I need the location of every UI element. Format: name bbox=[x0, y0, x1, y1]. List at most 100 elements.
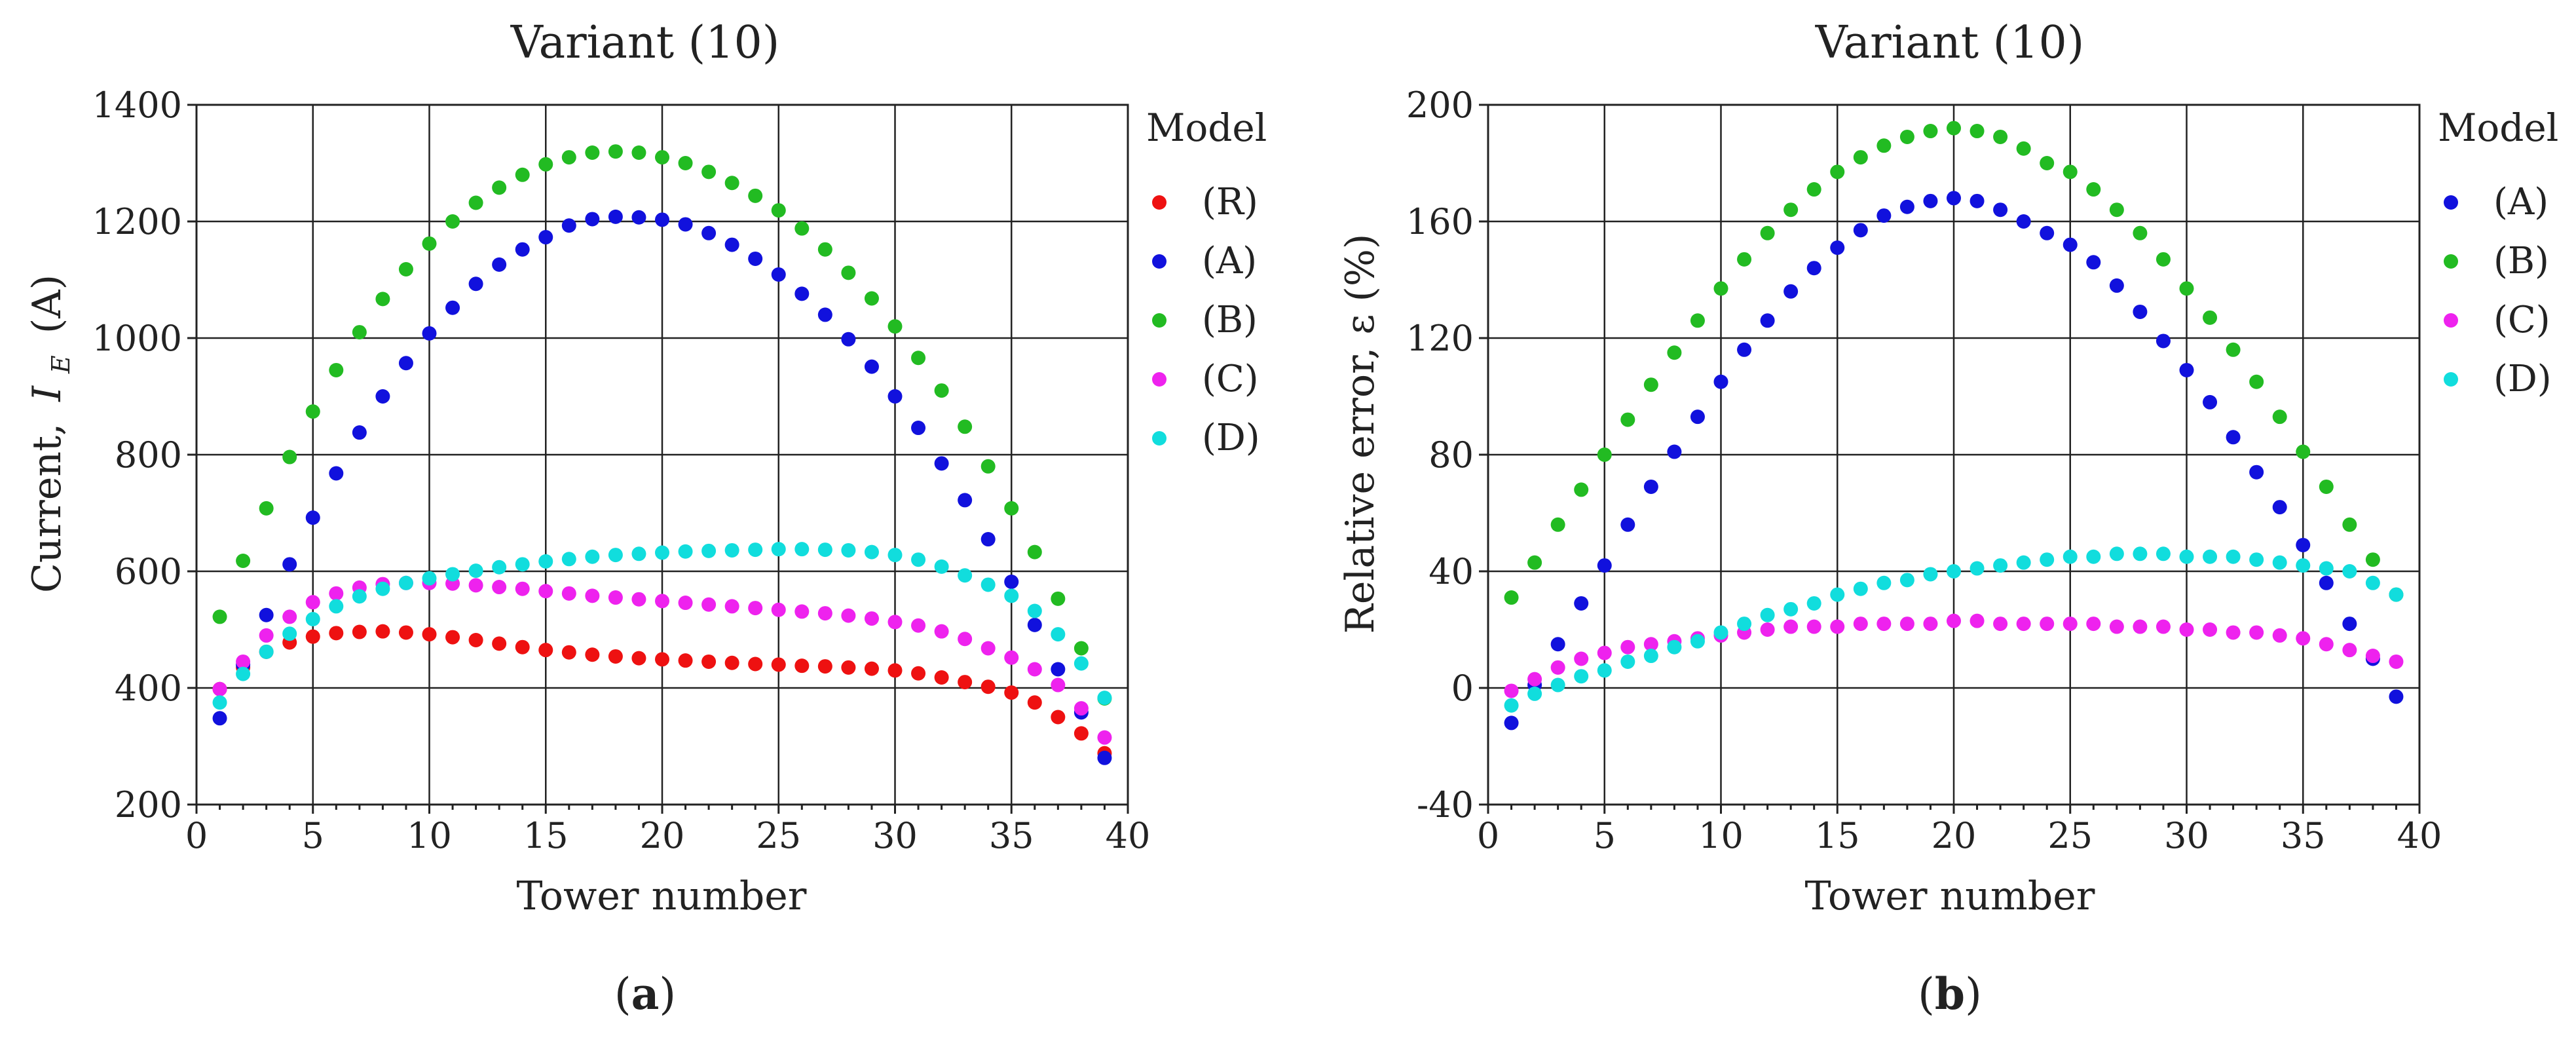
data-point bbox=[561, 645, 576, 660]
data-point bbox=[1504, 715, 1519, 731]
data-point bbox=[911, 421, 926, 436]
data-point bbox=[1574, 651, 1589, 666]
data-point bbox=[1004, 685, 1019, 700]
x-tick-label: 30 bbox=[2164, 815, 2209, 856]
data-point bbox=[305, 595, 320, 610]
data-point bbox=[2016, 555, 2031, 570]
data-point bbox=[2249, 374, 2264, 389]
data-point bbox=[352, 589, 367, 604]
data-point bbox=[259, 607, 274, 622]
data-point bbox=[2296, 558, 2311, 573]
y-tick-label: 1400 bbox=[92, 85, 182, 126]
data-point bbox=[748, 251, 763, 266]
x-tick-label: 5 bbox=[302, 815, 324, 856]
data-point bbox=[701, 654, 717, 669]
data-point bbox=[1923, 567, 1938, 582]
data-point bbox=[1783, 284, 1799, 299]
data-point bbox=[841, 608, 856, 623]
data-point bbox=[631, 592, 646, 607]
data-point bbox=[2342, 564, 2357, 579]
data-point bbox=[2179, 549, 2194, 564]
data-point bbox=[911, 552, 926, 567]
data-point bbox=[398, 356, 413, 371]
data-point bbox=[2319, 479, 2334, 494]
panel-a-chart: Variant (10) 0 5 10 15 20 25 30 35 40 200 400 600 80… bbox=[24, 17, 1267, 1019]
data-point bbox=[817, 606, 832, 621]
data-point bbox=[2272, 555, 2287, 570]
data-point bbox=[1051, 591, 1066, 606]
data-point bbox=[2296, 537, 2311, 552]
data-point bbox=[375, 624, 390, 639]
data-point bbox=[445, 214, 460, 229]
data-point bbox=[2319, 575, 2334, 590]
x-tick-label: 15 bbox=[523, 815, 569, 856]
data-point bbox=[1806, 619, 1821, 634]
data-point bbox=[1783, 601, 1799, 617]
y-axis-label: Relative error, ε (%) bbox=[1337, 234, 1383, 634]
data-point bbox=[2133, 619, 2148, 634]
data-point bbox=[864, 291, 879, 306]
data-point bbox=[422, 326, 437, 341]
data-point bbox=[561, 586, 576, 601]
data-point bbox=[2109, 278, 2124, 293]
data-point bbox=[1527, 686, 1542, 701]
data-point bbox=[2319, 561, 2334, 576]
data-point bbox=[1947, 191, 1961, 206]
data-point bbox=[701, 597, 717, 612]
data-point bbox=[1993, 558, 2008, 573]
legend-marker bbox=[2444, 195, 2458, 210]
data-point bbox=[887, 319, 903, 334]
data-point bbox=[911, 618, 926, 633]
data-point bbox=[352, 325, 367, 340]
data-point bbox=[2063, 164, 2078, 180]
data-point bbox=[1830, 619, 1845, 634]
data-point bbox=[655, 212, 669, 227]
data-point bbox=[1004, 575, 1019, 590]
data-point bbox=[1899, 199, 1914, 214]
data-point bbox=[561, 218, 576, 233]
data-point bbox=[1993, 202, 2008, 218]
data-point bbox=[1690, 634, 1705, 649]
data-point bbox=[2156, 252, 2171, 267]
y-tick-label: 160 bbox=[1406, 201, 1474, 242]
data-point bbox=[655, 150, 669, 165]
legend-marker bbox=[1152, 313, 1167, 328]
data-point bbox=[2249, 552, 2264, 567]
data-point bbox=[515, 167, 530, 182]
data-point bbox=[492, 180, 507, 195]
data-point bbox=[1527, 555, 1542, 570]
y-tick-label: 200 bbox=[1406, 85, 1474, 126]
data-point bbox=[1993, 617, 2008, 632]
data-point bbox=[352, 624, 367, 639]
panel-label: (a) bbox=[614, 968, 676, 1019]
data-point bbox=[1051, 627, 1066, 642]
data-point bbox=[422, 236, 437, 251]
data-point bbox=[1643, 479, 1658, 494]
data-point bbox=[492, 636, 507, 651]
x-tick-label: 30 bbox=[872, 815, 918, 856]
data-point bbox=[1969, 193, 1985, 208]
data-point bbox=[1713, 374, 1728, 389]
data-point bbox=[817, 307, 832, 322]
data-point bbox=[1051, 677, 1066, 693]
data-point bbox=[2249, 465, 2264, 480]
data-point bbox=[1760, 313, 1775, 328]
data-point bbox=[329, 586, 344, 601]
panel-label: (b) bbox=[1918, 968, 1982, 1019]
data-point bbox=[538, 230, 553, 245]
y-tick-label: 40 bbox=[1428, 551, 1474, 592]
data-point bbox=[1760, 622, 1775, 637]
data-point bbox=[305, 404, 320, 419]
data-point bbox=[724, 237, 739, 252]
y-tick-label: 800 bbox=[115, 434, 182, 476]
data-point bbox=[724, 599, 739, 614]
data-point bbox=[794, 542, 810, 557]
data-point bbox=[2296, 444, 2311, 459]
data-point bbox=[911, 666, 926, 681]
data-point bbox=[2342, 517, 2357, 532]
data-point bbox=[2296, 631, 2311, 646]
data-point bbox=[2086, 182, 2101, 197]
legend-marker bbox=[1152, 372, 1167, 387]
data-point bbox=[1504, 683, 1519, 698]
x-tick-label: 10 bbox=[1698, 815, 1744, 856]
